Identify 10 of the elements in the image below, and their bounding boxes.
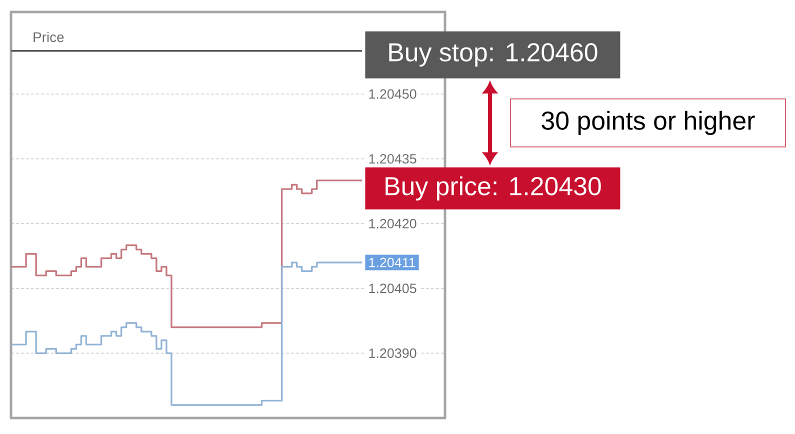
text: 30 points or higher [542, 110, 755, 135]
y-tick-label: 1.20390 [369, 348, 416, 358]
text: Price [34, 32, 64, 42]
y-tick-label: 1.20420 [369, 218, 416, 228]
y-tick-label: 1.20435 [369, 154, 416, 164]
y-tick-label: 1.20405 [369, 284, 416, 294]
y-tick-label: 1.20450 [369, 89, 416, 99]
data-label: 1.20411 [369, 258, 416, 268]
data-label: Buy price: 1.20430 [386, 176, 601, 201]
ref-line-label: Buy stop: 1.20460 [389, 43, 598, 67]
